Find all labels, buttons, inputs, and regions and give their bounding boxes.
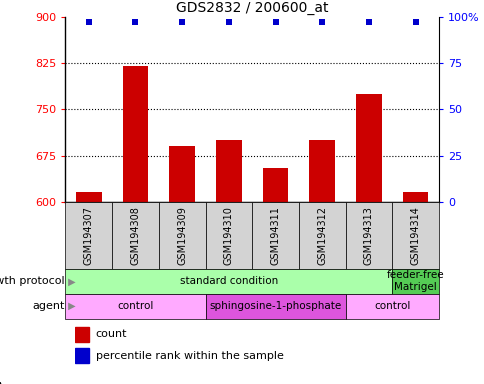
Bar: [75, 348, 89, 362]
Bar: [262, 168, 288, 202]
Bar: [65, 269, 392, 294]
Text: control: control: [373, 301, 409, 311]
Text: GSM194312: GSM194312: [317, 206, 327, 265]
Bar: [169, 146, 195, 202]
Bar: [122, 66, 148, 202]
Bar: [65, 202, 112, 269]
Text: GSM194309: GSM194309: [177, 206, 187, 265]
Bar: [158, 202, 205, 269]
Text: agent: agent: [32, 301, 64, 311]
Text: control: control: [117, 301, 153, 311]
Text: GSM194314: GSM194314: [410, 206, 420, 265]
Bar: [345, 202, 392, 269]
Text: growth protocol: growth protocol: [0, 276, 64, 286]
Bar: [392, 202, 438, 269]
Text: count: count: [95, 329, 127, 339]
Bar: [345, 294, 438, 319]
Bar: [392, 269, 438, 294]
Bar: [309, 140, 334, 202]
Bar: [215, 140, 241, 202]
Text: GSM194313: GSM194313: [363, 206, 373, 265]
Text: percentile rank within the sample: percentile rank within the sample: [95, 351, 283, 361]
Bar: [205, 294, 345, 319]
Text: GSM194308: GSM194308: [130, 206, 140, 265]
Text: ▶: ▶: [64, 301, 75, 311]
Bar: [355, 94, 381, 202]
Text: GSM194310: GSM194310: [224, 206, 233, 265]
Bar: [112, 202, 158, 269]
Bar: [75, 327, 89, 342]
Bar: [205, 202, 252, 269]
Text: sphingosine-1-phosphate: sphingosine-1-phosphate: [209, 301, 341, 311]
Bar: [76, 192, 102, 202]
Bar: [65, 294, 205, 319]
Text: ▶: ▶: [64, 276, 75, 286]
Text: GSM194307: GSM194307: [84, 206, 93, 265]
Bar: [298, 202, 345, 269]
Text: standard condition: standard condition: [180, 276, 277, 286]
Text: feeder-free
Matrigel: feeder-free Matrigel: [386, 270, 443, 292]
Bar: [252, 202, 298, 269]
Title: GDS2832 / 200600_at: GDS2832 / 200600_at: [176, 1, 328, 15]
Bar: [402, 192, 427, 202]
Text: GSM194311: GSM194311: [270, 206, 280, 265]
